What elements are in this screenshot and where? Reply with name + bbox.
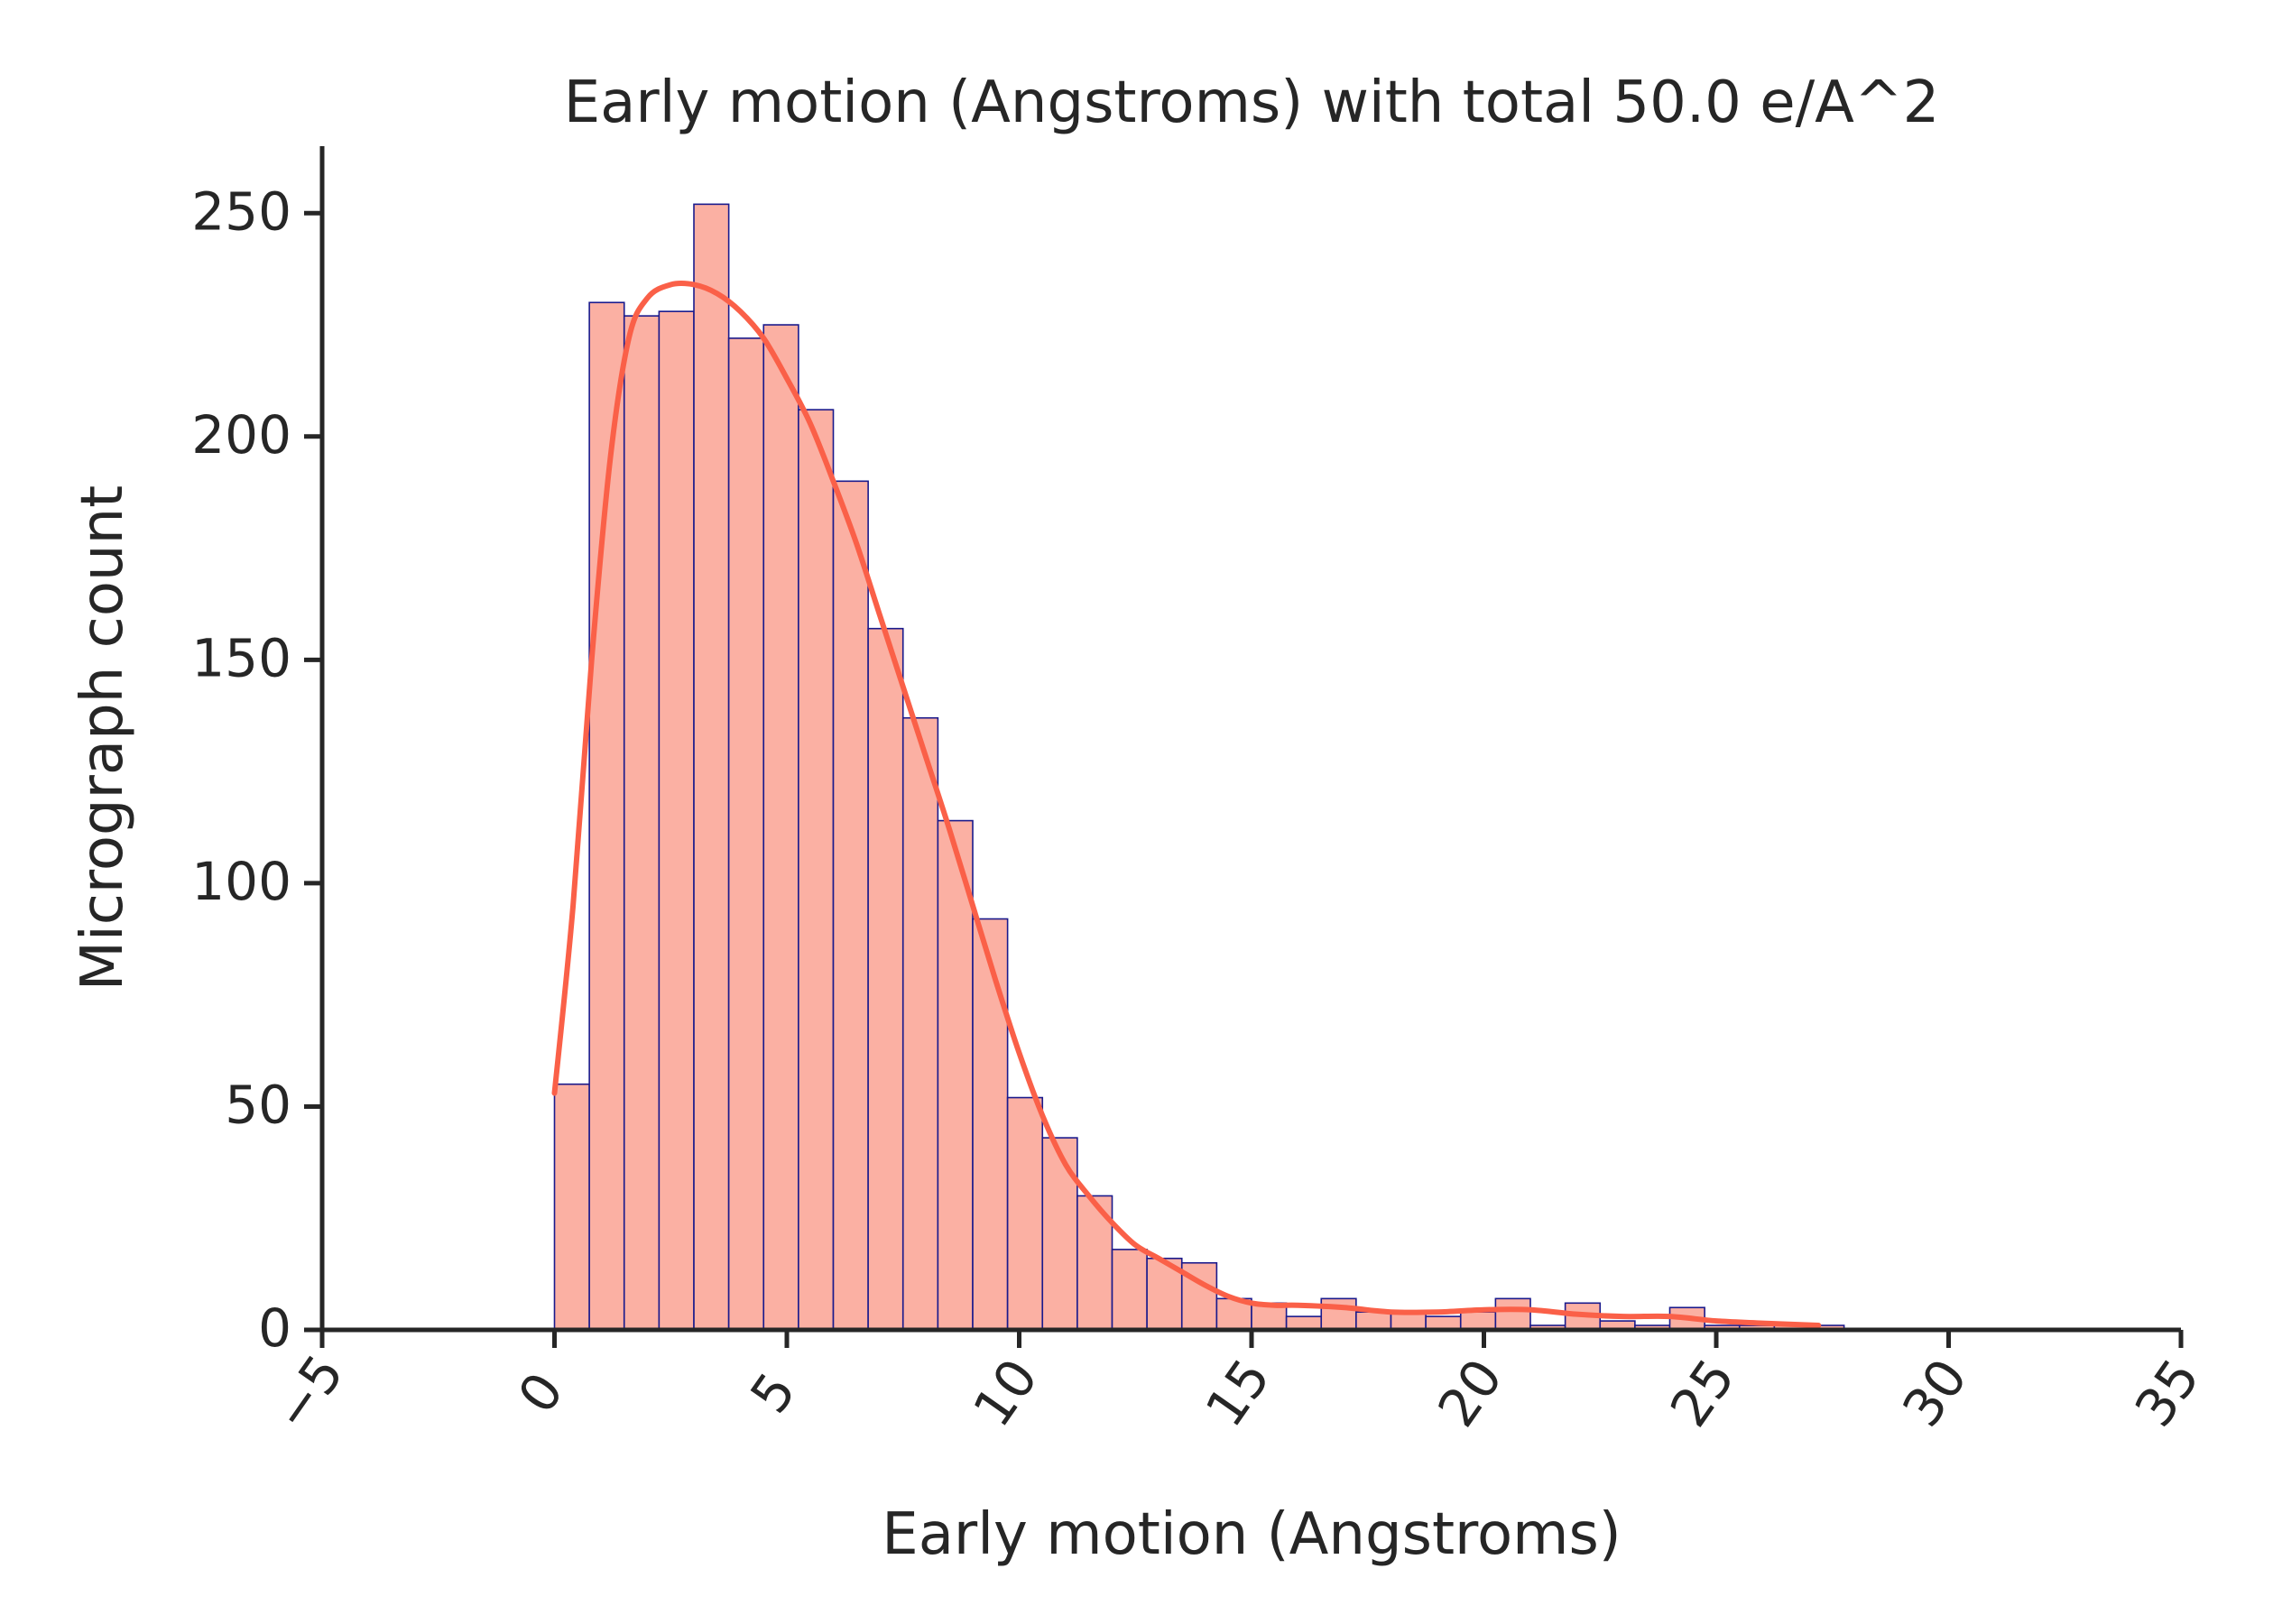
histogram-bar	[727, 337, 765, 1331]
chart-title: Early motion (Angstroms) with total 50.0…	[564, 69, 1940, 136]
histogram-bar	[588, 301, 625, 1331]
histogram-bar	[798, 409, 835, 1331]
histogram-bar	[1041, 1137, 1078, 1331]
histogram-bar	[553, 1083, 590, 1331]
y-tick-label: 100	[191, 851, 291, 912]
kde-line	[551, 280, 1822, 1329]
histogram-bar	[623, 315, 661, 1331]
histogram-bar	[937, 819, 974, 1331]
y-axis-label: Micrograph count	[69, 485, 136, 992]
histogram-bar	[972, 918, 1009, 1331]
y-tick-label: 200	[191, 404, 291, 466]
histogram-bar	[1494, 1297, 1531, 1331]
histogram-bar	[762, 324, 799, 1331]
histogram-bar	[693, 203, 730, 1331]
histogram-bar	[1111, 1249, 1148, 1331]
histogram-bar	[1355, 1311, 1392, 1331]
y-ticks: 0 50 100 150 200 250	[191, 180, 322, 1359]
x-axis-label: Early motion (Angstroms)	[882, 1501, 1622, 1568]
histogram-bar	[901, 716, 939, 1331]
histogram-bar	[1459, 1311, 1497, 1331]
y-tick-label: 50	[225, 1075, 291, 1136]
histogram-bar	[1320, 1297, 1357, 1331]
histogram-bar	[658, 310, 695, 1331]
histogram-bar	[867, 627, 904, 1331]
histogram-bars	[553, 203, 1845, 1331]
y-tick-label: 250	[191, 180, 291, 242]
histogram-bar	[832, 480, 869, 1331]
y-tick-label: 0	[258, 1297, 291, 1359]
histogram-bar	[1006, 1096, 1044, 1331]
y-tick-label: 150	[191, 627, 291, 688]
